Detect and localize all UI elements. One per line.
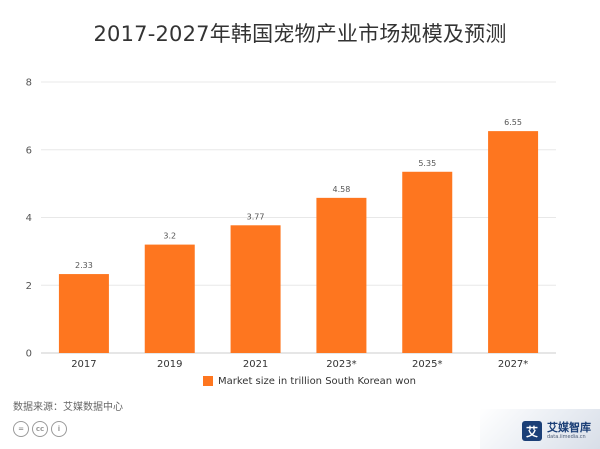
brand-url: data.iimedia.cn <box>547 434 586 440</box>
x-tick-label: 2021 <box>243 359 268 370</box>
brand-mark-icon: 艾 <box>522 421 542 441</box>
y-tick-label: 8 <box>26 78 32 89</box>
attribution-icon: i <box>51 421 67 437</box>
cc-icon: cc <box>32 421 48 437</box>
data-label: 6.55 <box>504 118 522 127</box>
license-icons: = cc i <box>13 421 67 437</box>
legend-swatch <box>203 376 213 386</box>
data-label: 3.2 <box>163 232 176 241</box>
source-note: 数据来源：艾媒数据中心 <box>13 402 123 413</box>
x-tick-label: 2023* <box>326 359 356 370</box>
x-tick-label: 2017 <box>71 359 96 370</box>
x-tick-label: 2025* <box>412 359 442 370</box>
brand-name: 艾媒智库 <box>547 421 591 434</box>
bar <box>58 274 109 353</box>
legend-label: Market size in trillion South Korean won <box>218 375 416 387</box>
bar <box>488 131 539 353</box>
y-tick-label: 2 <box>26 281 32 292</box>
copyright-icon: = <box>13 421 29 437</box>
bar <box>144 244 195 353</box>
bar <box>316 197 367 353</box>
data-label: 3.77 <box>247 212 265 221</box>
chart-title: 2017-2027年韩国宠物产业市场规模及预测 <box>93 22 507 46</box>
y-tick-label: 6 <box>26 145 32 156</box>
bar <box>402 171 453 353</box>
bar <box>230 225 281 353</box>
brand-logo[interactable]: 艾 艾媒智库 data.iimedia.cn <box>522 421 591 441</box>
legend[interactable]: Market size in trillion South Korean won <box>203 374 416 388</box>
x-tick-label: 2027* <box>498 359 528 370</box>
data-label: 2.33 <box>75 261 93 270</box>
x-tick-label: 2019 <box>157 359 182 370</box>
y-tick-label: 4 <box>26 213 32 224</box>
data-label: 5.35 <box>418 159 436 168</box>
y-tick-label: 0 <box>26 349 32 360</box>
data-label: 4.58 <box>333 185 351 194</box>
